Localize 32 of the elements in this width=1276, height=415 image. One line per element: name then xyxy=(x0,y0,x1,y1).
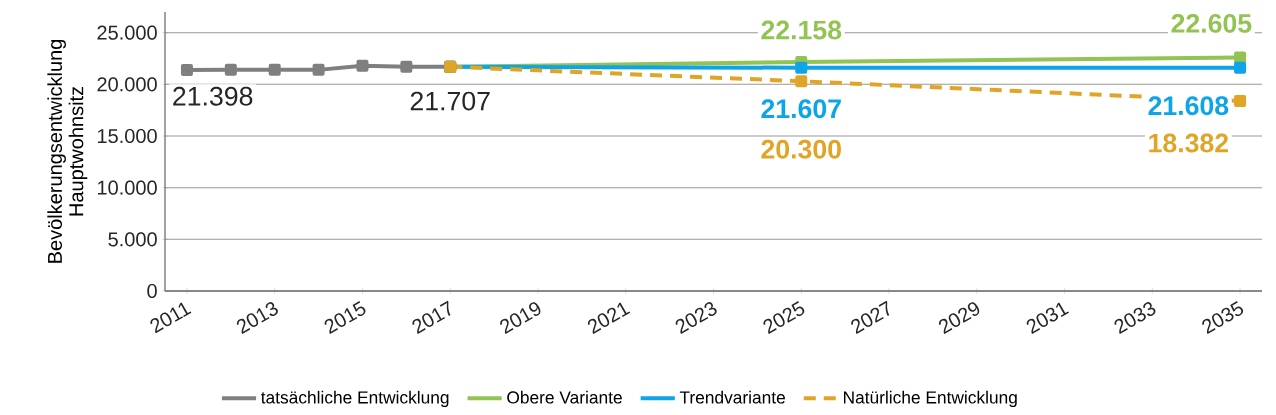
data-label: 18.382 xyxy=(1149,133,1229,153)
legend-label: Obere Variante xyxy=(507,390,622,404)
x-tick-label: 2035 xyxy=(1202,301,1244,334)
data-label: 22.158 xyxy=(761,20,842,40)
x-tick-label: 2013 xyxy=(236,302,278,334)
x-tick-label: 2025 xyxy=(763,301,805,334)
y-tick-label: 10.000 xyxy=(97,180,157,195)
y-tick-label: 25.000 xyxy=(97,25,157,40)
x-tick-label: 2021 xyxy=(587,302,631,334)
data-label: 20.300 xyxy=(761,139,841,159)
y-tick-label: 20.000 xyxy=(97,77,157,92)
x-tick-label: 2019 xyxy=(500,302,541,334)
x-tick-label: 2031 xyxy=(1026,302,1069,334)
data-label: 21.607 xyxy=(761,99,841,119)
x-tick-label: 2011 xyxy=(150,302,192,334)
x-tick-label: 2027 xyxy=(851,300,890,334)
x-tick-label: 2029 xyxy=(938,302,980,334)
data-label: 21.707 xyxy=(410,91,490,111)
x-tick-label: 2017 xyxy=(412,300,451,334)
y-tick-label: 15.000 xyxy=(97,128,157,144)
data-label: 21.398 xyxy=(173,86,253,106)
y-axis-title: Bevölkerungsentwicklung Hauptwohnsitz xyxy=(47,40,88,263)
y-tick-label: 5.000 xyxy=(108,232,157,247)
y-tick-label: 0 xyxy=(147,283,157,299)
legend-label: Natürliche Entwicklung xyxy=(843,390,1017,408)
legend-label: Trendvariante xyxy=(679,390,785,404)
x-tick-label: 2015 xyxy=(324,301,366,334)
data-label: 21.608 xyxy=(1148,96,1229,116)
x-tick-label: 2023 xyxy=(675,302,717,334)
data-label: 22.605 xyxy=(1171,13,1252,33)
legend-label: tatsächliche Entwicklung xyxy=(261,390,449,408)
x-tick-label: 2033 xyxy=(1114,302,1156,334)
